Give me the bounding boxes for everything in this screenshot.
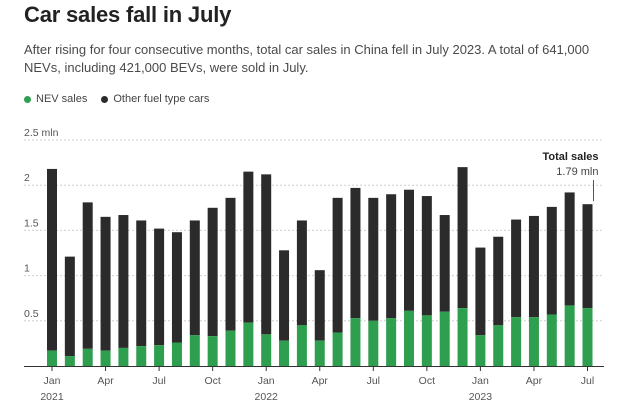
bar-nev	[47, 350, 57, 366]
bar-nev	[493, 325, 504, 366]
bar-nev	[386, 318, 397, 366]
bar-nev	[171, 342, 182, 366]
bar-nev	[528, 317, 539, 366]
bar-other-fuel	[225, 197, 236, 331]
bar-other-fuel	[136, 220, 147, 347]
chart-subtitle: After rising for four consecutive months…	[24, 42, 590, 75]
bar-other-fuel	[421, 196, 432, 316]
bar-other-fuel	[493, 236, 504, 326]
bar-other-fuel	[279, 250, 290, 341]
bar-other-fuel	[47, 168, 57, 351]
bar-other-fuel	[171, 232, 182, 343]
total-sales-annotation: Total sales 1.79 mln	[542, 151, 599, 202]
bar-other-fuel	[368, 197, 379, 321]
bar-nev	[296, 325, 307, 366]
bar-nev	[225, 330, 236, 366]
annotation-title: Total sales	[542, 151, 598, 163]
bar-other-fuel	[118, 215, 129, 348]
y-tick-label: 2.5 mln	[24, 127, 59, 139]
bar-other-fuel	[243, 171, 254, 323]
x-tick-label: Oct	[204, 375, 220, 387]
bar-other-fuel	[475, 247, 486, 336]
bar-nev	[207, 336, 218, 366]
bar-nev	[546, 314, 557, 366]
bar-other-fuel	[296, 220, 307, 326]
x-tick-label: Jul	[152, 375, 165, 387]
x-tick-label: Jul	[367, 375, 380, 387]
x-tick-label: Apr	[312, 375, 329, 387]
bar-other-fuel	[528, 215, 539, 318]
x-tick-label: Jan	[44, 375, 61, 387]
x-axis-ticks: Jan 2021 Apr Jul Oct Jan 2022 Apr Jul Oct Jan 2023 A…	[40, 366, 594, 403]
y-tick-label: 1	[24, 263, 30, 275]
x-tick-year-label: 2022	[255, 391, 279, 403]
bar-nev	[421, 315, 432, 366]
legend-item-other: Other fuel type cars	[101, 93, 209, 105]
bar-nev	[368, 320, 379, 366]
bar-other-fuel	[546, 206, 557, 315]
legend-label-nev: NEV sales	[36, 93, 88, 105]
bar-other-fuel	[64, 256, 75, 357]
x-tick-label: Apr	[526, 375, 543, 387]
bar-other-fuel	[314, 270, 325, 341]
bar-other-fuel	[189, 220, 200, 336]
bar-other-fuel	[511, 219, 522, 318]
bar-nev	[118, 347, 129, 366]
bar-nev	[564, 305, 575, 366]
bar-nev	[189, 335, 200, 366]
bar-nev	[332, 332, 343, 366]
bars	[47, 167, 593, 366]
bar-other-fuel	[82, 202, 93, 349]
bar-other-fuel	[564, 192, 575, 306]
y-axis-ticks: 0.5 1 1.5 2 2.5 mln	[24, 127, 59, 320]
bar-nev	[100, 350, 111, 366]
bar-other-fuel	[207, 207, 218, 337]
x-tick-label: Jul	[581, 375, 594, 387]
legend-swatch-other	[101, 95, 109, 103]
y-tick-label: 0.5	[24, 308, 39, 320]
bar-nev	[279, 340, 290, 366]
legend-item-nev: NEV sales	[24, 93, 87, 105]
bar-other-fuel	[404, 189, 414, 311]
legend-label-other: Other fuel type cars	[113, 93, 210, 105]
bar-nev	[475, 335, 486, 366]
x-tick-year-label: 2021	[40, 391, 64, 403]
y-tick-label: 2	[24, 172, 30, 184]
bar-nev	[582, 308, 593, 366]
bar-nev	[404, 310, 414, 366]
bar-other-fuel	[350, 187, 361, 319]
bar-nev	[314, 340, 325, 366]
bar-other-fuel	[154, 228, 165, 346]
bar-nev	[350, 318, 361, 366]
bar-other-fuel	[386, 194, 397, 319]
bar-nev	[136, 346, 147, 366]
bar-other-fuel	[582, 204, 593, 309]
bar-nev	[82, 348, 93, 366]
bar-nev	[439, 311, 450, 366]
bar-other-fuel	[100, 216, 111, 351]
y-tick-label: 1.5	[24, 217, 39, 229]
bar-other-fuel	[439, 215, 450, 312]
x-tick-label: Apr	[97, 375, 114, 387]
bar-nev	[511, 317, 522, 366]
bar-nev	[243, 322, 254, 366]
bar-other-fuel	[457, 167, 468, 309]
bar-other-fuel	[261, 174, 272, 335]
bar-nev	[261, 334, 272, 366]
x-tick-year-label: 2023	[469, 391, 493, 403]
x-tick-label: Jan	[472, 375, 489, 387]
annotation-value: 1.79 mln	[556, 166, 598, 178]
x-tick-label: Oct	[419, 375, 435, 387]
bar-other-fuel	[332, 197, 343, 333]
legend: NEV sales Other fuel type cars	[24, 93, 209, 105]
bar-nev	[64, 356, 75, 366]
x-tick-label: Jan	[258, 375, 275, 387]
chart-title: Car sales fall in July	[24, 2, 232, 27]
bar-nev	[154, 345, 165, 366]
bar-nev	[457, 308, 468, 366]
legend-swatch-nev	[24, 95, 31, 103]
